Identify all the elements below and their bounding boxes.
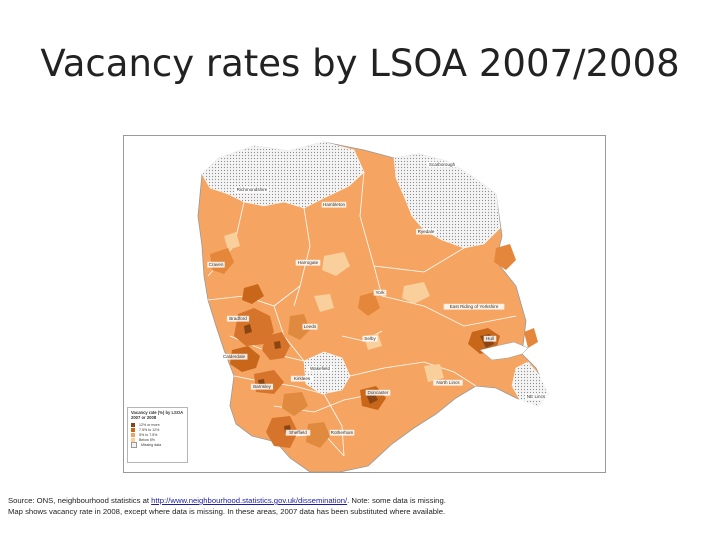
caption-prefix: Source: ONS, neighbourhood statistics at	[8, 496, 152, 505]
legend-item: 12% or more	[131, 422, 184, 427]
place-label: Hambleton	[321, 201, 347, 208]
legend-label: Below 5%	[139, 438, 155, 443]
place-label-text: North Lincs	[436, 380, 460, 385]
legend-item: Missing data	[131, 442, 184, 449]
place-label: NE Lincs	[524, 393, 548, 400]
vacancy-rate-map: Scarborough Richmondshire Hambleton Ryedale…	[123, 135, 606, 473]
place-label-text: Doncaster	[368, 390, 389, 395]
place-label: Craven	[207, 261, 225, 268]
mid-high-vacancy-areas	[210, 244, 538, 348]
place-label: Kirklees	[290, 375, 314, 382]
legend-label: Missing data	[141, 443, 162, 448]
legend-title: Vacancy rate (%) by LSOA 2007 or 2008	[131, 410, 183, 420]
place-label-text: York	[375, 290, 385, 295]
place-label-text: Rotherham	[331, 430, 354, 435]
place-label-text: Selby	[364, 336, 376, 341]
map-legend: Vacancy rate (%) by LSOA 2007 or 2008 12…	[127, 407, 188, 463]
place-label-text: NE Lincs	[527, 394, 546, 399]
place-label: Leeds	[302, 323, 318, 330]
legend-swatch	[131, 442, 137, 449]
place-label: Rotherham	[329, 429, 355, 436]
place-label-text: Richmondshire	[237, 187, 268, 192]
legend-swatch	[131, 422, 135, 427]
map-canvas: Scarborough Richmondshire Hambleton Ryedale…	[197, 141, 549, 472]
place-label-text: Craven	[209, 262, 224, 267]
place-label-text: Hambleton	[323, 202, 346, 207]
place-label-text: Sheffield	[289, 430, 307, 435]
legend-swatch	[131, 427, 135, 432]
place-label-text: Barnsley	[253, 384, 272, 389]
caption-line-1: Source: ONS, neighbourhood statistics at…	[8, 495, 708, 506]
place-label-text: Bradford	[229, 316, 247, 321]
place-label: Calderdale	[220, 353, 248, 360]
legend-item: 7.5% to 12%	[131, 427, 184, 432]
slide-title: Vacancy rates by LSOA 2007/2008	[40, 42, 680, 85]
place-label: Selby	[362, 335, 378, 342]
legend-item: 5% to 7.5%	[131, 432, 184, 437]
legend-label: 7.5% to 12%	[139, 427, 160, 432]
low-vacancy-areas	[224, 232, 444, 382]
place-label: Ryedale	[416, 228, 436, 235]
humber-estuary	[479, 341, 529, 361]
place-label-text: East Riding of Yorkshire	[450, 304, 499, 309]
legend-swatch	[131, 438, 135, 443]
place-label: North Lincs	[433, 379, 463, 386]
legend-item: Below 5%	[131, 438, 184, 443]
place-label-text: Scarborough	[429, 162, 456, 167]
place-label: Scarborough	[427, 161, 457, 168]
place-label-text: Calderdale	[223, 354, 246, 359]
legend-label: 12% or more	[139, 422, 160, 427]
place-label: Harrogate	[295, 259, 321, 266]
caption-suffix: . Note: some data is missing.	[347, 496, 446, 505]
caption-line-2: Map shows vacancy rate in 2008, except w…	[8, 507, 446, 516]
place-label: Sheffield	[285, 429, 311, 436]
place-label: Hull	[483, 335, 497, 342]
place-label: Barnsley	[250, 383, 274, 390]
place-label-text: Harrogate	[298, 260, 319, 265]
legend-swatch	[131, 432, 135, 437]
place-label: East Riding of Yorkshire	[443, 303, 505, 310]
place-label: Richmondshire	[234, 186, 270, 193]
place-label-text: Wakefield	[310, 366, 330, 371]
missing-data-wakefield	[303, 351, 351, 395]
place-label: Bradford	[226, 315, 250, 322]
place-label: Doncaster	[365, 389, 391, 396]
legend-label: 5% to 7.5%	[139, 432, 158, 437]
place-label-text: Leeds	[304, 324, 317, 329]
source-link[interactable]: http://www.neighbourhood.statistics.gov.…	[151, 496, 348, 505]
place-label: York	[373, 289, 387, 296]
source-caption: Source: ONS, neighbourhood statistics at…	[8, 495, 708, 517]
place-label-text: Hull	[486, 336, 494, 341]
place-label: Wakefield	[307, 365, 333, 372]
place-label-text: Kirklees	[294, 376, 311, 381]
place-label-text: Ryedale	[418, 229, 435, 234]
